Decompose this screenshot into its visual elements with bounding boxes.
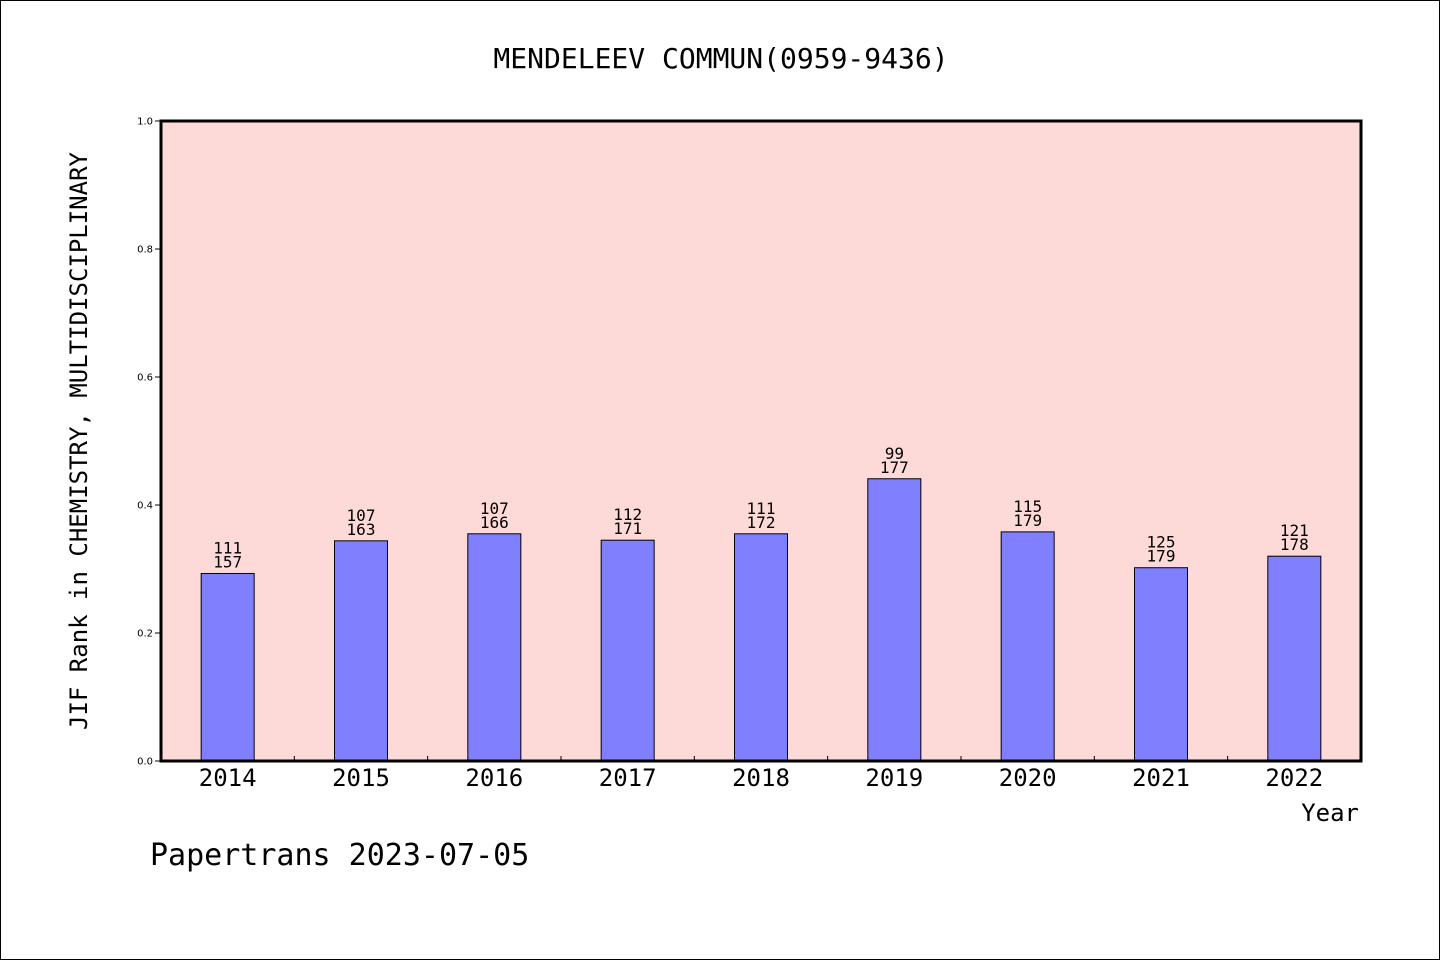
plot-border	[159, 119, 1363, 763]
bar-total-label: 157	[213, 552, 242, 571]
x-tick-label: 2017	[599, 764, 657, 792]
bar-rank-label: 111	[213, 538, 242, 557]
y-tick-label: 0.2	[137, 629, 153, 640]
bar-total-label: 178	[1280, 535, 1309, 554]
y-tick-label: 0.6	[137, 373, 153, 384]
bar-2022	[1267, 555, 1322, 762]
x-tick-label: 2020	[999, 764, 1057, 792]
bar-2019	[867, 478, 922, 762]
bar-rank-label: 99	[885, 444, 904, 463]
bar-2014	[200, 572, 255, 762]
x-tick-label: 2021	[1132, 764, 1190, 792]
x-tick-label: 2018	[732, 764, 790, 792]
axis-ticks-group: 0.0 0.2 0.4 0.6 0.8 1.0 2014 2015 2016 2017 2018 20…	[137, 117, 1323, 793]
y-tick-label: 0.0	[137, 757, 153, 768]
bar-rank-label: 125	[1147, 533, 1176, 552]
x-tick-label: 2022	[1265, 764, 1323, 792]
bar-total-label: 177	[880, 458, 909, 477]
bar-rank-label: 112	[613, 505, 642, 524]
bar-total-label: 172	[747, 513, 776, 532]
y-tick-label: 1.0	[137, 117, 153, 128]
bar-total-label: 179	[1013, 511, 1042, 530]
bar-rank-label: 111	[747, 499, 776, 518]
x-tick-label: 2019	[865, 764, 923, 792]
y-tick-label: 0.4	[137, 501, 153, 512]
x-tick-label: 2014	[199, 764, 257, 792]
chart-title: MENDELEEV COMMUN(0959-9436)	[493, 42, 948, 75]
bar-total-label: 166	[480, 513, 509, 532]
y-axis-label: JIF Rank in CHEMISTRY, MULTIDISCIPLINARY	[65, 151, 93, 730]
bar-rank-label: 107	[480, 499, 509, 518]
bar-2015	[334, 540, 388, 762]
x-tick-label: 2015	[332, 764, 390, 792]
bar-2020	[1000, 531, 1055, 762]
bar-rank-label: 115	[1013, 497, 1042, 516]
y-tick-label: 0.8	[137, 245, 153, 256]
bar-2021	[1134, 567, 1188, 762]
bar-2016	[467, 533, 522, 762]
bar-2017	[600, 539, 655, 762]
bar-total-label: 163	[347, 520, 376, 539]
x-tick-label: 2016	[465, 764, 523, 792]
bar-rank-label: 107	[347, 506, 376, 525]
bar-2018	[734, 533, 788, 762]
bar-total-label: 179	[1147, 547, 1176, 566]
bar-total-label: 171	[613, 519, 642, 538]
x-axis-label: Year	[1301, 799, 1359, 827]
bar-rank-label: 121	[1280, 521, 1309, 540]
footer-credit: Papertrans 2023-07-05	[150, 838, 529, 873]
